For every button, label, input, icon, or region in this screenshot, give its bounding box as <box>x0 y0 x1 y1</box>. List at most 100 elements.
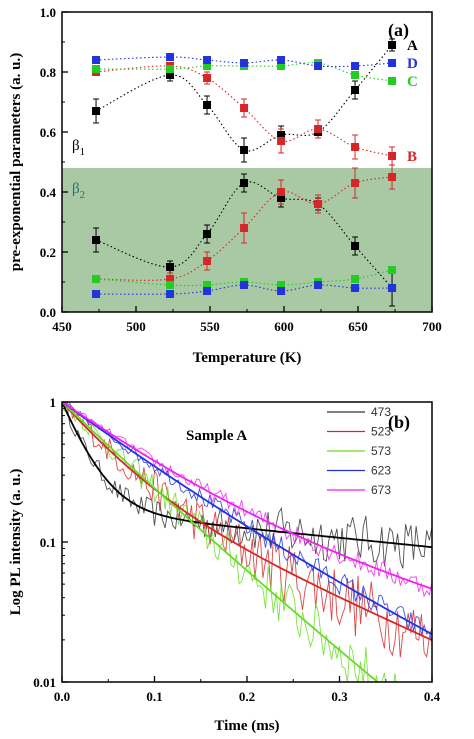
panel-b-fit-curves <box>62 402 432 682</box>
marker-β1-B <box>203 74 212 82</box>
panel-b-frame <box>61 401 433 683</box>
decay-trace-573 <box>62 402 397 682</box>
x-tick-label: 0.2 <box>239 689 255 704</box>
marker-β1-C <box>388 77 397 85</box>
panel-b-x-axis-label: Time (ms) <box>214 718 279 734</box>
panel-a-x-axis-label: Temperature (K) <box>193 350 302 366</box>
marker-β1-C <box>351 71 360 79</box>
fit-curve-573 <box>62 402 379 682</box>
marker-β1-D <box>277 56 286 64</box>
x-tick-label: 550 <box>200 319 220 334</box>
panel-b-y-axis-label: Log PL intensity (a. u.) <box>8 469 24 616</box>
x-tick-label: 700 <box>422 319 442 334</box>
panel-a-series-labels: A B CD <box>407 38 418 165</box>
panel-b-legend: 473 523 573 623 673 <box>327 405 391 497</box>
y-tick-label: 0.1 <box>40 535 56 550</box>
legend-label-623: 623 <box>371 464 391 478</box>
beta2-symbol: β <box>72 181 80 197</box>
panel-a-markers <box>92 41 397 298</box>
panel-a-y-axis-label: pre-exponential parameters (a. u.) <box>8 53 24 271</box>
series-label-C: C <box>407 74 418 90</box>
marker-β2-D <box>277 287 286 295</box>
series-label-D: D <box>407 56 418 72</box>
marker-β1-C <box>92 65 101 73</box>
panel-a-frame <box>61 11 433 313</box>
marker-β1-D <box>240 59 249 67</box>
marker-β2-D <box>166 290 175 298</box>
marker-β1-C <box>277 62 286 70</box>
fit-curve-673 <box>62 402 432 590</box>
marker-β1-C <box>166 65 175 73</box>
beta1-subscript: 1 <box>80 146 86 158</box>
y-tick-label: 0.6 <box>40 125 57 140</box>
marker-β1-D <box>351 62 360 70</box>
x-tick-label: 650 <box>348 319 368 334</box>
panel-a-label: (a) <box>388 20 409 41</box>
marker-β1-B <box>351 143 360 151</box>
marker-β2-C <box>166 281 175 289</box>
marker-β2-A <box>351 242 360 250</box>
y-tick-label: 0.8 <box>40 65 57 80</box>
guide-curve-β2-C <box>95 269 393 287</box>
marker-β2-C <box>388 266 397 274</box>
y-tick-label: 1.0 <box>40 5 56 20</box>
marker-β2-D <box>203 287 212 295</box>
legend-label-573: 573 <box>371 444 391 458</box>
legend-label-473: 473 <box>371 405 391 419</box>
marker-β1-B <box>388 152 397 160</box>
marker-β2-D <box>314 281 323 289</box>
x-tick-label: 0.4 <box>424 689 441 704</box>
beta1-label: β1 <box>72 138 85 158</box>
series-label-A: A <box>407 38 418 54</box>
panel-b-ticks: 0.0 0.1 0.2 0.3 0.4 0.01 0.1 1 <box>33 395 440 704</box>
x-tick-label: 0.1 <box>146 689 162 704</box>
marker-β2-A <box>166 263 175 271</box>
y-tick-label: 0.4 <box>40 185 57 200</box>
marker-β2-B <box>240 224 249 232</box>
marker-β1-A <box>240 146 249 154</box>
panel-b: 0.0 0.1 0.2 0.3 0.4 0.01 0.1 1 (b) Sample A 473… <box>8 395 441 734</box>
marker-β2-C <box>351 275 360 283</box>
marker-β2-B <box>314 200 323 208</box>
x-tick-label: 600 <box>274 319 294 334</box>
decay-trace-623 <box>62 402 432 643</box>
fit-curve-523 <box>62 402 432 641</box>
marker-β1-B <box>314 125 323 133</box>
marker-β1-A <box>166 71 175 79</box>
marker-β1-D <box>203 56 212 64</box>
marker-β2-A <box>277 194 286 202</box>
y-tick-label: 0.01 <box>33 675 56 690</box>
panel-b-title: Sample A <box>186 428 247 444</box>
marker-β2-B <box>351 179 360 187</box>
panel-b-label: (b) <box>388 412 410 433</box>
series-label-B: B <box>407 149 417 165</box>
marker-β1-A <box>388 41 397 49</box>
marker-β2-C <box>203 281 212 289</box>
panel-a: 450 500 550 600 650 700 0.0 0.2 0.4 0.6 0.8 1.0 (a)… <box>8 5 442 366</box>
fit-curve-473 <box>62 402 432 549</box>
marker-β1-D <box>166 53 175 61</box>
beta2-label: β2 <box>72 181 85 201</box>
marker-β1-A <box>351 86 360 94</box>
marker-β2-A <box>240 179 249 187</box>
x-tick-label: 500 <box>126 319 146 334</box>
marker-β2-B <box>203 257 212 265</box>
y-tick-label: 1 <box>50 395 57 410</box>
beta2-subscript: 2 <box>80 189 86 201</box>
marker-β1-D <box>388 59 397 67</box>
marker-β1-C <box>203 62 212 70</box>
marker-β1-A <box>92 107 101 115</box>
marker-β2-D <box>388 284 397 292</box>
panel-a-ticks: 450 500 550 600 650 700 0.0 0.2 0.4 0.6 0.8 1.0 <box>40 5 442 334</box>
decay-trace-523 <box>62 402 432 659</box>
marker-β1-A <box>203 101 212 109</box>
marker-β1-B <box>240 104 249 112</box>
fit-curve-623 <box>62 402 432 635</box>
marker-β2-B <box>388 173 397 181</box>
beta1-symbol: β <box>72 138 80 154</box>
y-tick-label: 0.0 <box>40 305 56 320</box>
legend-label-523: 523 <box>371 425 391 439</box>
marker-β1-D <box>314 62 323 70</box>
y-tick-label: 0.2 <box>40 245 56 260</box>
marker-β1-B <box>277 137 286 145</box>
